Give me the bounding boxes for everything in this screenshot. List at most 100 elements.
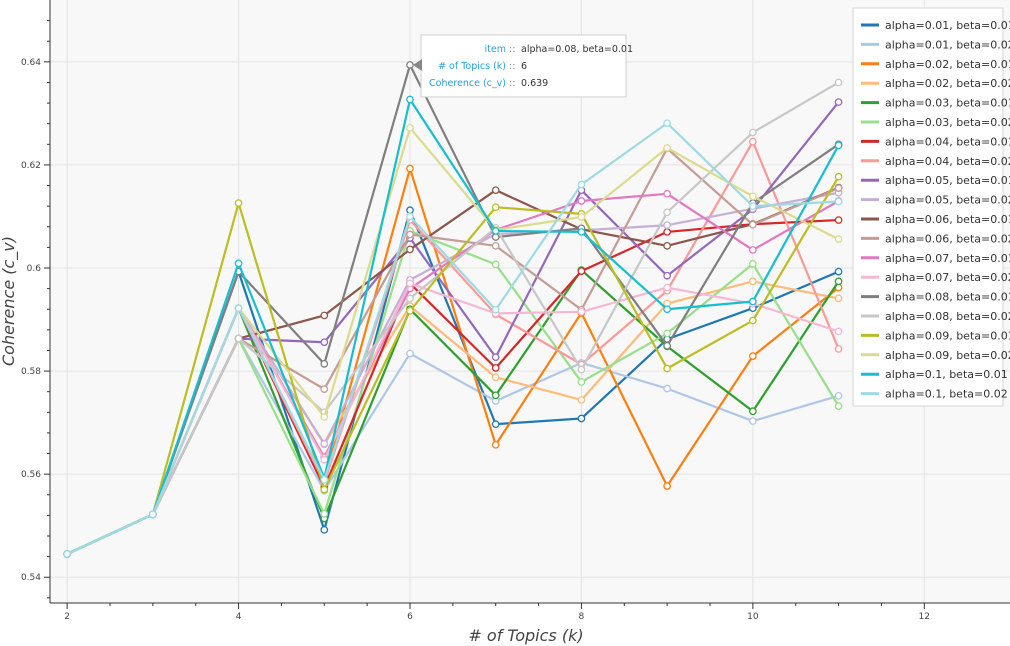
data-point[interactable] — [320, 338, 329, 347]
series-line[interactable] — [66, 98, 840, 556]
data-point[interactable] — [406, 61, 414, 69]
legend-item[interactable]: alpha=0.05, beta=0.01 — [861, 174, 1010, 187]
data-point[interactable] — [749, 202, 757, 211]
data-point[interactable] — [663, 341, 671, 350]
data-point[interactable] — [663, 241, 671, 250]
data-point[interactable] — [63, 550, 71, 558]
legend-item[interactable]: alpha=0.03, beta=0.02 — [861, 116, 1010, 129]
data-point[interactable] — [749, 407, 757, 416]
data-point[interactable] — [320, 439, 329, 448]
series-layer[interactable] — [63, 61, 843, 558]
data-point[interactable] — [320, 385, 329, 393]
data-point[interactable] — [320, 311, 329, 320]
data-point[interactable] — [577, 365, 586, 374]
data-point[interactable] — [834, 235, 843, 243]
legend-item[interactable]: alpha=0.1, beta=0.01 — [861, 368, 1008, 381]
data-point[interactable] — [491, 203, 500, 212]
series-line[interactable] — [66, 122, 839, 556]
legend-item[interactable]: alpha=0.06, beta=0.02 — [861, 232, 1010, 245]
data-point[interactable] — [749, 316, 757, 325]
data-point[interactable] — [834, 345, 843, 353]
data-point[interactable] — [491, 364, 500, 372]
data-point[interactable] — [406, 279, 414, 288]
data-point[interactable] — [834, 184, 843, 192]
data-point[interactable] — [491, 353, 500, 362]
data-point[interactable] — [834, 98, 843, 106]
data-point[interactable] — [406, 95, 414, 104]
data-point[interactable] — [320, 455, 329, 464]
series-20[interactable] — [63, 119, 843, 558]
data-point[interactable] — [406, 294, 414, 303]
data-point[interactable] — [663, 364, 671, 373]
series-17[interactable] — [63, 172, 843, 558]
data-point[interactable] — [834, 294, 843, 303]
data-point[interactable] — [663, 221, 671, 230]
data-point[interactable] — [577, 307, 586, 316]
data-point[interactable] — [234, 334, 243, 343]
data-point[interactable] — [320, 360, 329, 368]
data-point[interactable] — [406, 123, 414, 132]
legend-item[interactable]: alpha=0.08, beta=0.01 — [861, 291, 1010, 304]
data-point[interactable] — [663, 271, 671, 280]
legend-item[interactable]: alpha=0.02, beta=0.02 — [861, 77, 1010, 90]
legend-item[interactable]: alpha=0.09, beta=0.01 — [861, 329, 1010, 342]
data-point[interactable] — [320, 525, 329, 534]
data-point[interactable] — [834, 267, 843, 276]
data-point[interactable] — [663, 384, 671, 393]
data-point[interactable] — [749, 352, 757, 360]
data-point[interactable] — [577, 197, 586, 205]
legend-item[interactable]: alpha=0.01, beta=0.02 — [861, 38, 1010, 51]
data-point[interactable] — [663, 482, 671, 490]
data-point[interactable] — [663, 228, 671, 236]
data-point[interactable] — [663, 305, 671, 314]
data-point[interactable] — [491, 305, 500, 314]
data-point[interactable] — [577, 396, 586, 404]
data-point[interactable] — [577, 378, 586, 386]
data-point[interactable] — [749, 128, 757, 137]
data-point[interactable] — [491, 260, 500, 269]
data-point[interactable] — [834, 197, 843, 206]
data-point[interactable] — [149, 510, 157, 519]
legend-item[interactable]: alpha=0.05, beta=0.02 — [861, 194, 1010, 207]
legend-item[interactable]: alpha=0.04, beta=0.02 — [861, 155, 1010, 168]
legend-item[interactable]: alpha=0.07, beta=0.01 — [861, 252, 1010, 265]
data-point[interactable] — [663, 119, 671, 128]
data-point[interactable] — [663, 283, 671, 292]
legend-item[interactable]: alpha=0.08, beta=0.02 — [861, 310, 1010, 323]
data-point[interactable] — [491, 373, 500, 382]
data-point[interactable] — [663, 208, 671, 217]
data-point[interactable] — [491, 186, 500, 195]
legend[interactable]: alpha=0.01, beta=0.01 alpha=0.01, beta=0.… — [852, 7, 1010, 407]
data-point[interactable] — [406, 245, 414, 254]
data-point[interactable] — [749, 137, 757, 146]
data-point[interactable] — [320, 509, 329, 518]
data-point[interactable] — [234, 199, 243, 207]
data-point[interactable] — [577, 414, 586, 423]
data-point[interactable] — [663, 144, 671, 152]
series-line[interactable] — [66, 176, 840, 556]
legend-item[interactable]: alpha=0.03, beta=0.01 — [861, 97, 1010, 110]
data-point[interactable] — [749, 297, 757, 306]
data-point[interactable] — [320, 413, 329, 421]
data-point[interactable] — [749, 246, 757, 254]
data-point[interactable] — [491, 391, 500, 400]
data-point[interactable] — [320, 475, 329, 484]
data-point[interactable] — [749, 260, 757, 268]
data-point[interactable] — [749, 277, 757, 286]
legend-item[interactable]: alpha=0.09, beta=0.02 — [861, 349, 1010, 362]
data-point[interactable] — [491, 227, 500, 235]
data-point[interactable] — [834, 277, 843, 286]
data-point[interactable] — [234, 259, 243, 268]
data-point[interactable] — [406, 206, 414, 215]
data-point[interactable] — [491, 241, 500, 250]
data-point[interactable] — [834, 327, 843, 336]
data-point[interactable] — [834, 172, 843, 181]
data-point[interactable] — [320, 485, 329, 494]
data-point[interactable] — [406, 349, 414, 358]
data-point[interactable] — [577, 267, 586, 275]
legend-item[interactable]: alpha=0.04, beta=0.01 — [861, 135, 1010, 148]
data-point[interactable] — [834, 216, 843, 224]
data-point[interactable] — [663, 189, 671, 198]
data-point[interactable] — [406, 230, 414, 239]
data-point[interactable] — [663, 329, 671, 338]
